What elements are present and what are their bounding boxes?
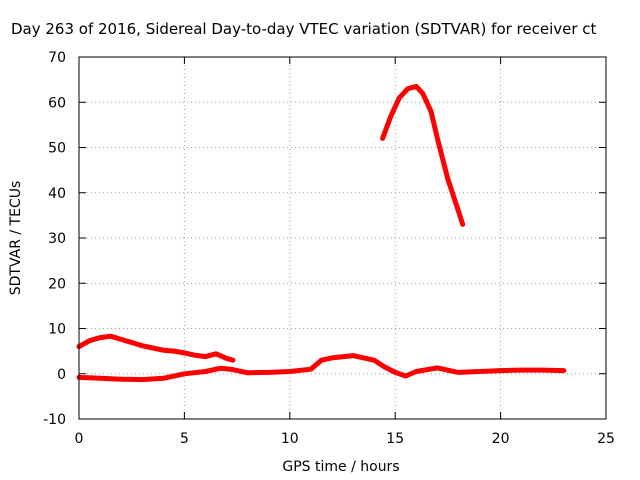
- y-tick-label: 10: [48, 322, 66, 338]
- x-axis-ticks: 0 5 10 15 20 25: [75, 57, 615, 447]
- x-tick-label: 20: [492, 431, 510, 447]
- x-tick-label: 5: [180, 431, 189, 447]
- data-point: [140, 377, 145, 382]
- data-point: [329, 355, 335, 361]
- data-point: [308, 367, 314, 372]
- series-line-pass-3: [380, 83, 466, 227]
- x-tick-label: 10: [281, 431, 299, 447]
- data-point: [213, 351, 219, 356]
- data-point: [498, 368, 503, 373]
- data-point: [224, 356, 229, 361]
- data-point: [371, 358, 377, 363]
- y-tick-label: 50: [48, 141, 66, 157]
- data-point: [350, 353, 356, 358]
- data-point: [218, 366, 223, 371]
- data-point: [119, 377, 124, 382]
- data-point: [161, 376, 166, 381]
- data-point: [228, 367, 233, 372]
- data-point: [129, 340, 134, 345]
- data-point: [171, 348, 177, 354]
- data-point: [414, 369, 419, 374]
- data-point: [435, 136, 440, 141]
- x-gridlines: [183, 57, 502, 419]
- data-point: [477, 369, 482, 374]
- data-point: [540, 367, 545, 373]
- y-tick-label: 20: [48, 276, 66, 292]
- data-point: [150, 345, 155, 351]
- data-point: [161, 348, 166, 353]
- data-point: [182, 371, 187, 376]
- data-point: [519, 367, 524, 373]
- data-point: [192, 353, 198, 358]
- data-point: [428, 109, 434, 114]
- data-point: [245, 370, 250, 375]
- data-point: [182, 350, 187, 356]
- x-tick-label: 25: [597, 431, 615, 447]
- y-tick-label: -10: [43, 412, 66, 428]
- data-point: [287, 369, 292, 374]
- data-point: [140, 343, 145, 348]
- x-axis-label: GPS time / hours: [282, 459, 399, 475]
- data-point: [203, 369, 208, 374]
- data-point: [119, 337, 124, 342]
- data-point: [266, 370, 271, 375]
- data-point: [561, 368, 566, 373]
- y-tick-label: 40: [48, 186, 66, 202]
- data-point: [460, 222, 465, 227]
- series-line-pass-1: [76, 333, 236, 363]
- data-point: [405, 86, 410, 91]
- data-point: [414, 84, 419, 89]
- data-point: [445, 177, 451, 182]
- x-tick-label: 15: [386, 431, 404, 447]
- data-point: [388, 113, 394, 119]
- y-axis-label: SDTVAR / TECUs: [8, 181, 24, 296]
- data-point: [420, 91, 425, 96]
- y-axis-ticks: -10 0 10 20 30 40 50 60 70: [43, 50, 606, 428]
- data-point: [397, 95, 402, 100]
- data-point: [456, 208, 461, 214]
- x-tick-label: 0: [75, 431, 84, 447]
- data-point: [319, 358, 324, 363]
- data-point: [456, 370, 461, 375]
- data-point: [435, 365, 440, 371]
- y-tick-label: 60: [48, 95, 66, 111]
- data-point: [393, 370, 398, 375]
- data-point: [97, 335, 103, 340]
- data-point: [108, 334, 113, 339]
- data-point: [87, 338, 92, 343]
- data-point: [380, 136, 385, 141]
- data-point: [97, 376, 103, 381]
- y-tick-label: 30: [48, 231, 66, 247]
- y-tick-label: 70: [48, 50, 66, 66]
- series-group: [76, 83, 567, 383]
- y-gridlines: [79, 101, 606, 375]
- y-tick-label: 0: [57, 367, 66, 383]
- data-point: [382, 364, 387, 370]
- data-point: [403, 373, 408, 379]
- data-point: [230, 358, 236, 363]
- plot-frame: [78, 56, 607, 420]
- data-point: [203, 354, 208, 359]
- series-line-pass-2: [76, 353, 567, 383]
- chart-title: Day 263 of 2016, Sidereal Day-to-day VTE…: [11, 20, 597, 38]
